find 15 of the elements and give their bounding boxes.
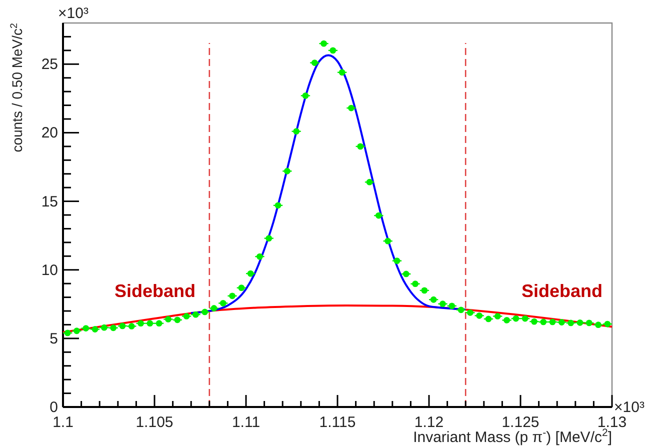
line-series	[62, 304, 613, 334]
x-tick-label: 1.115	[319, 414, 356, 431]
y-tick-label: 5	[50, 330, 58, 348]
y-tick-label: 10	[41, 262, 58, 279]
x-tick-label: 1.11	[232, 414, 260, 431]
y-tick-label: 20	[41, 124, 58, 142]
x-tick-label: 1.1	[52, 414, 74, 431]
text: ×10³	[58, 5, 88, 22]
y-tick-label: 25	[41, 56, 58, 74]
y-tick-label: 0	[50, 399, 58, 416]
x-tick-label: 1.105	[136, 414, 174, 431]
y-tick-label: 15	[41, 193, 58, 210]
annotation: Sideband	[521, 280, 603, 301]
annotation: Sideband	[114, 280, 196, 301]
text: ×10³	[614, 399, 644, 416]
